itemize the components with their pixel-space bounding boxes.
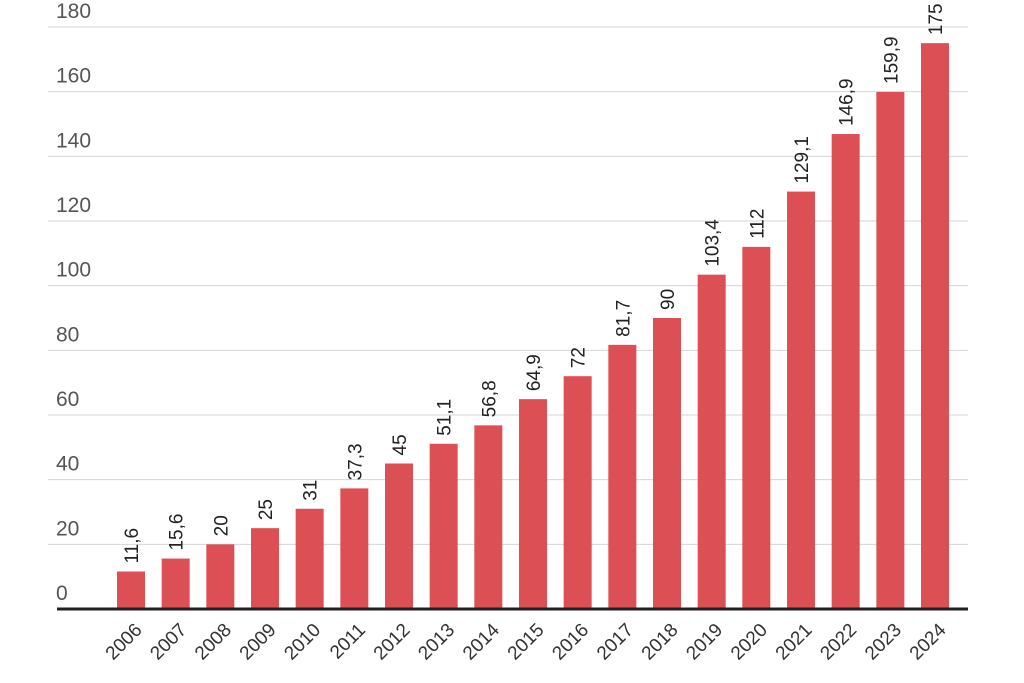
data-label: 20 [211, 515, 232, 536]
data-label: 175 [926, 3, 947, 35]
y-tick-label: 80 [56, 323, 79, 346]
x-tick-label: 2007 [146, 620, 191, 665]
y-tick-label: 180 [56, 0, 91, 23]
y-tick-label: 140 [56, 129, 91, 152]
x-tick-label: 2017 [593, 620, 638, 665]
data-label: 90 [658, 289, 679, 310]
data-label: 129,1 [792, 136, 813, 184]
y-tick-label: 40 [56, 453, 79, 476]
data-label: 159,9 [881, 36, 902, 84]
x-tick-label: 2020 [727, 620, 772, 665]
data-label: 56,8 [479, 380, 500, 417]
y-tick-label: 20 [56, 517, 79, 540]
x-tick-label: 2013 [414, 620, 459, 665]
x-tick-label: 2022 [816, 620, 861, 665]
x-tick-label: 2010 [280, 620, 325, 665]
data-label: 37,3 [345, 443, 366, 480]
x-tick-label: 2015 [504, 620, 549, 665]
x-tick-label: 2011 [326, 620, 370, 664]
bar [787, 191, 815, 609]
x-tick-label: 2006 [102, 620, 147, 665]
x-tick-label: 2012 [370, 620, 415, 665]
bar [117, 571, 145, 609]
data-label: 81,7 [613, 300, 634, 337]
y-tick-label: 0 [56, 582, 68, 605]
data-label: 103,4 [703, 219, 724, 267]
bar [831, 134, 860, 610]
x-tick-label: 2019 [682, 620, 727, 665]
x-tick-label: 2008 [191, 620, 236, 665]
x-tick-label: 2016 [548, 620, 593, 665]
bar [429, 443, 458, 609]
bar [653, 318, 681, 609]
bar [251, 528, 279, 609]
bar [876, 91, 905, 610]
bar [340, 488, 369, 609]
data-label: 45 [390, 434, 411, 455]
x-tick-label: 2009 [236, 620, 281, 665]
data-label: 25 [256, 499, 277, 520]
x-tick-label: 2014 [459, 619, 504, 664]
y-tick-label: 160 [56, 65, 91, 88]
data-label: 64,9 [524, 354, 545, 391]
data-label: 72 [569, 347, 590, 368]
bar [161, 558, 190, 609]
x-tick-label: 2024 [906, 619, 951, 664]
bar [921, 43, 949, 609]
x-tick-label: 2021 [772, 620, 817, 665]
bar [608, 344, 637, 609]
bar [295, 508, 324, 609]
data-label: 11,6 [122, 528, 143, 564]
x-tick-label: 2018 [638, 620, 683, 665]
x-tick-label: 2023 [861, 620, 906, 665]
data-label: 31 [301, 480, 322, 501]
data-label: 51,1 [435, 399, 456, 436]
bar [742, 246, 771, 609]
bar [474, 425, 503, 609]
bar [206, 544, 235, 609]
bar [519, 399, 547, 609]
data-label: 146,9 [837, 78, 858, 126]
data-label: 112 [747, 209, 768, 239]
y-tick-label: 60 [56, 388, 79, 411]
data-label: 15,6 [167, 514, 188, 551]
y-tick-label: 120 [56, 194, 91, 217]
bar [385, 463, 413, 609]
y-tick-label: 100 [56, 259, 91, 282]
bar [563, 376, 592, 609]
bar [697, 274, 726, 609]
